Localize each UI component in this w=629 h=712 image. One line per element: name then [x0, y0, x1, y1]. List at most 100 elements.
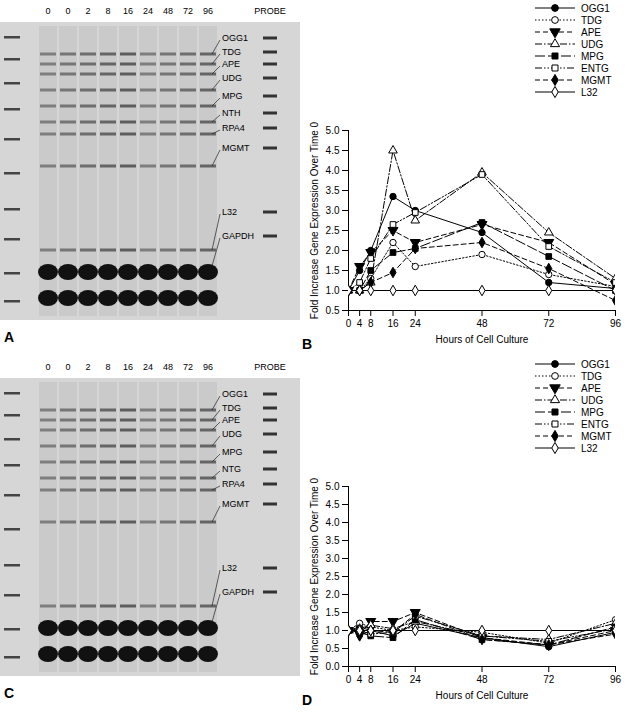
svg-text:0.5: 0.5: [326, 643, 340, 654]
svg-text:1.0: 1.0: [326, 285, 340, 296]
svg-text:16: 16: [387, 674, 399, 685]
svg-text:0.5: 0.5: [326, 305, 340, 316]
svg-text:48: 48: [476, 674, 488, 685]
svg-text:NTG: NTG: [222, 464, 241, 474]
svg-text:16: 16: [123, 362, 133, 372]
svg-text:Fold Increase Gene Expression: Fold Increase Gene Expression Over Time …: [309, 121, 320, 319]
svg-text:24: 24: [143, 6, 153, 16]
svg-text:8: 8: [105, 362, 110, 372]
html-text:MGMT: MGMT: [581, 74, 612, 86]
svg-text:0.0: 0.0: [326, 661, 340, 672]
svg-text:PROBE: PROBE: [254, 6, 286, 16]
svg-text:A: A: [4, 329, 14, 345]
svg-text:MPG: MPG: [222, 91, 243, 101]
svg-text:APE: APE: [222, 59, 240, 69]
svg-text:GAPDH: GAPDH: [222, 231, 254, 241]
svg-text:4: 4: [357, 674, 363, 685]
html-text:B: B: [302, 336, 313, 352]
svg-text:1.5: 1.5: [326, 607, 340, 618]
svg-text:APE: APE: [222, 415, 240, 425]
svg-text:96: 96: [203, 362, 213, 372]
svg-text:L32: L32: [222, 563, 237, 573]
svg-text:0: 0: [346, 674, 352, 685]
svg-text:72: 72: [183, 6, 193, 16]
svg-text:Hours of Cell Culture: Hours of Cell Culture: [436, 690, 529, 701]
html-text:APE: APE: [581, 382, 601, 394]
svg-text:8: 8: [105, 6, 110, 16]
svg-text:4: 4: [357, 318, 363, 329]
svg-text:72: 72: [183, 362, 193, 372]
svg-text:Hours of Cell Culture: Hours of Cell Culture: [436, 334, 529, 345]
svg-text:2.0: 2.0: [326, 589, 340, 600]
html-text:UDG: UDG: [581, 38, 604, 50]
html-text:OGG1: OGG1: [581, 358, 610, 370]
svg-text:48: 48: [476, 318, 488, 329]
svg-text:OGG1: OGG1: [222, 389, 248, 399]
svg-text:1.0: 1.0: [326, 625, 340, 636]
svg-text:3.5: 3.5: [326, 535, 340, 546]
svg-text:Fold Increase Gene Expression: Fold Increase Gene Expression Over Time …: [309, 477, 320, 675]
html-text:MPG: MPG: [581, 50, 604, 62]
svg-text:4.0: 4.0: [326, 517, 340, 528]
svg-text:16: 16: [387, 318, 399, 329]
svg-text:0: 0: [45, 362, 50, 372]
html-text:TDG: TDG: [581, 370, 603, 382]
svg-text:2: 2: [85, 6, 90, 16]
svg-text:4.0: 4.0: [326, 165, 340, 176]
html-text:OGG1: OGG1: [581, 2, 610, 14]
svg-text:UDG: UDG: [222, 429, 242, 439]
html-text:UDG: UDG: [581, 394, 604, 406]
svg-text:RPA4: RPA4: [222, 479, 245, 489]
svg-text:72: 72: [543, 318, 555, 329]
svg-text:4.5: 4.5: [326, 145, 340, 156]
svg-text:96: 96: [610, 674, 622, 685]
svg-text:2.5: 2.5: [326, 571, 340, 582]
svg-text:3.5: 3.5: [326, 185, 340, 196]
svg-text:96: 96: [203, 6, 213, 16]
svg-text:72: 72: [543, 674, 555, 685]
html-text:TDG: TDG: [581, 14, 603, 26]
svg-text:8: 8: [368, 318, 374, 329]
svg-text:MPG: MPG: [222, 447, 243, 457]
svg-text:L32: L32: [222, 207, 237, 217]
svg-text:16: 16: [123, 6, 133, 16]
svg-text:48: 48: [163, 6, 173, 16]
svg-text:TDG: TDG: [222, 403, 241, 413]
html-text:MPG: MPG: [581, 406, 604, 418]
svg-text:RPA4: RPA4: [222, 123, 245, 133]
svg-text:0: 0: [65, 362, 70, 372]
svg-text:24: 24: [143, 362, 153, 372]
svg-text:MGMT: MGMT: [222, 499, 250, 509]
svg-text:24: 24: [410, 674, 422, 685]
svg-text:PROBE: PROBE: [254, 362, 286, 372]
svg-text:TDG: TDG: [222, 47, 241, 57]
html-text:APE: APE: [581, 26, 601, 38]
html-text:ENTG: ENTG: [581, 418, 609, 430]
svg-text:8: 8: [368, 674, 374, 685]
svg-text:2.5: 2.5: [326, 225, 340, 236]
svg-text:3.0: 3.0: [326, 553, 340, 564]
svg-text:5.0: 5.0: [326, 125, 340, 136]
svg-text:2: 2: [85, 362, 90, 372]
html-text:L32: L32: [581, 86, 598, 98]
svg-text:0: 0: [45, 6, 50, 16]
svg-text:UDG: UDG: [222, 73, 242, 83]
svg-text:5.0: 5.0: [326, 481, 340, 492]
svg-text:2.0: 2.0: [326, 245, 340, 256]
svg-text:1.5: 1.5: [326, 265, 340, 276]
svg-text:24: 24: [410, 318, 422, 329]
html-text:L32: L32: [581, 442, 598, 454]
html-text:ENTG: ENTG: [581, 62, 609, 74]
svg-text:NTH: NTH: [222, 108, 241, 118]
svg-text:3.0: 3.0: [326, 205, 340, 216]
svg-text:48: 48: [163, 362, 173, 372]
svg-text:GAPDH: GAPDH: [222, 587, 254, 597]
svg-text:4.5: 4.5: [326, 499, 340, 510]
svg-text:OGG1: OGG1: [222, 33, 248, 43]
html-text:MGMT: MGMT: [581, 430, 612, 442]
svg-text:MGMT: MGMT: [222, 143, 250, 153]
svg-text:0: 0: [65, 6, 70, 16]
svg-text:C: C: [4, 685, 14, 701]
svg-text:96: 96: [610, 318, 622, 329]
svg-text:0: 0: [346, 318, 352, 329]
